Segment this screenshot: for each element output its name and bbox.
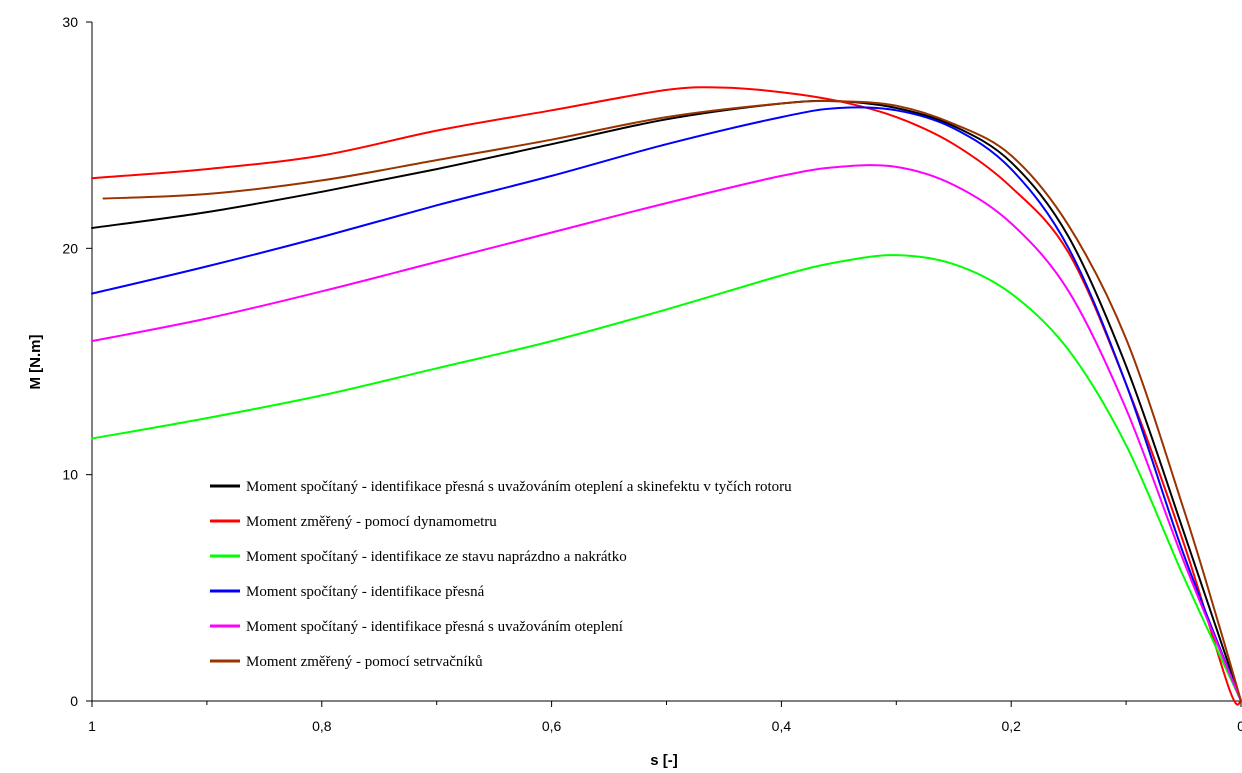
y-tick-label: 0 bbox=[70, 693, 78, 709]
x-tick-label: 1 bbox=[88, 718, 96, 734]
x-axis-title: s [-] bbox=[650, 752, 678, 769]
legend-label-2: Moment změřený - pomocí dynamometru bbox=[246, 514, 497, 530]
series-line-3 bbox=[91, 254, 1242, 702]
legend: Moment spočítaný - identifikace přesná s… bbox=[210, 479, 792, 670]
series-line-4 bbox=[91, 106, 1242, 702]
legend-label-4: Moment spočítaný - identifikace přesná bbox=[246, 584, 485, 600]
x-tick-label: 0,2 bbox=[1001, 718, 1021, 734]
tick-labels: 0 10 20 30 1 0,8 0,6 0,4 0,2 0 bbox=[62, 14, 1242, 734]
legend-label-1: Moment spočítaný - identifikace přesná s… bbox=[246, 479, 792, 495]
legend-label-5: Moment spočítaný - identifikace přesná s… bbox=[246, 619, 623, 635]
y-tick-label: 20 bbox=[62, 240, 78, 256]
series-line-5 bbox=[91, 164, 1242, 702]
y-tick-label: 10 bbox=[62, 467, 78, 483]
series-line-1 bbox=[91, 99, 1242, 702]
series-line-6 bbox=[102, 100, 1242, 702]
series-line-2 bbox=[91, 86, 1242, 706]
x-tick-label: 0,8 bbox=[312, 718, 332, 734]
legend-label-6: Moment změřený - pomocí setrvačníků bbox=[246, 654, 483, 670]
x-tick-label: 0 bbox=[1237, 718, 1242, 734]
x-tick-label: 0,4 bbox=[772, 718, 792, 734]
legend-label-3: Moment spočítaný - identifikace ze stavu… bbox=[246, 549, 627, 565]
y-axis-title: M [N.m] bbox=[27, 335, 44, 390]
ticks bbox=[86, 21, 1242, 707]
x-tick-label: 0,6 bbox=[542, 718, 562, 734]
y-tick-label: 30 bbox=[62, 14, 78, 30]
series-lines bbox=[91, 86, 1242, 706]
